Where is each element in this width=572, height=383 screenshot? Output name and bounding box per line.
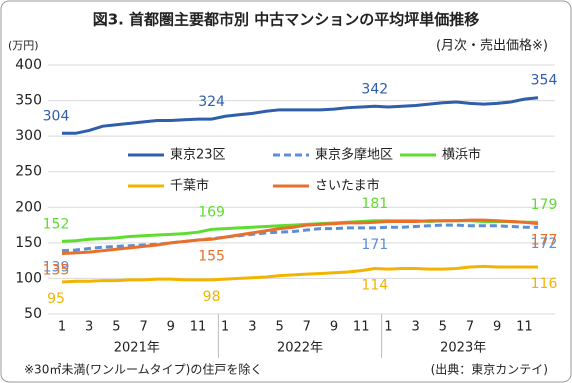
series-line <box>61 218 539 256</box>
x-tick-label: 7 <box>303 320 311 335</box>
x-tick-label: 11 <box>516 320 533 335</box>
series-line <box>62 96 539 135</box>
data-label: 304 <box>43 108 70 124</box>
legend-label: 東京23区 <box>170 147 226 163</box>
x-group-label: 2023年 <box>440 341 486 356</box>
data-label: 354 <box>531 73 558 89</box>
data-label: 95 <box>47 291 65 307</box>
x-tick-label: 1 <box>221 320 229 335</box>
legend-label: 東京多摩地区 <box>315 147 393 163</box>
legend-label: さいたま市 <box>315 178 380 194</box>
x-tick-label: 7 <box>139 320 147 335</box>
data-label: 116 <box>531 276 558 292</box>
data-label: 98 <box>203 289 221 305</box>
y-tick-label: 350 <box>15 93 42 109</box>
x-tick-label: 5 <box>275 320 283 335</box>
y-tick-label: 100 <box>15 270 42 286</box>
x-tick-label: 3 <box>411 320 419 335</box>
series-line <box>61 264 538 284</box>
data-label: 169 <box>198 204 225 220</box>
chart-title: 図3. 首都圏主要都市別 中古マンションの平均坪単価推移 <box>93 11 480 29</box>
data-label: 324 <box>198 94 225 110</box>
y-tick-label: 400 <box>15 57 42 73</box>
data-label: 114 <box>361 277 388 293</box>
data-label: 139 <box>43 260 70 276</box>
x-tick-label: 3 <box>85 320 93 335</box>
x-tick-label: 9 <box>330 320 338 335</box>
data-label: 155 <box>198 248 225 264</box>
y-tick-label: 150 <box>15 235 42 251</box>
series-line <box>61 223 538 253</box>
data-label: 177 <box>531 233 558 249</box>
footnote: ※30㎡未満(ワンルームタイプ)の住戸を除く <box>24 362 262 377</box>
y-tick-label: 200 <box>15 199 42 215</box>
x-group-label: 2022年 <box>277 341 323 356</box>
source: (出典：東京カンテイ) <box>431 363 548 377</box>
data-label: 179 <box>531 197 558 213</box>
data-label: 342 <box>361 81 388 97</box>
data-label: 171 <box>361 237 388 253</box>
legend-label: 横浜市 <box>442 147 481 163</box>
data-label: 135 <box>43 263 70 279</box>
y-unit: (万円) <box>8 39 39 52</box>
x-tick-label: 5 <box>112 320 120 335</box>
x-tick-label: 9 <box>493 320 501 335</box>
y-tick-label: 250 <box>15 164 42 180</box>
x-tick-label: 7 <box>466 320 474 335</box>
x-tick-label: 1 <box>384 320 392 335</box>
x-tick-label: 9 <box>167 320 175 335</box>
x-tick-label: 11 <box>353 320 370 335</box>
x-tick-label: 5 <box>439 320 447 335</box>
x-tick-label: 3 <box>248 320 256 335</box>
data-label: 172 <box>531 236 558 252</box>
x-group-label: 2021年 <box>114 341 160 356</box>
legend-label: 千葉市 <box>170 178 209 194</box>
x-tick-label: 11 <box>190 320 207 335</box>
data-label: 152 <box>43 216 70 232</box>
subtitle: (月次・売出価格※) <box>436 38 548 54</box>
y-tick-label: 50 <box>24 306 42 322</box>
x-tick-label: 1 <box>58 320 66 335</box>
y-tick-label: 300 <box>15 128 42 144</box>
data-label: 181 <box>361 196 388 212</box>
